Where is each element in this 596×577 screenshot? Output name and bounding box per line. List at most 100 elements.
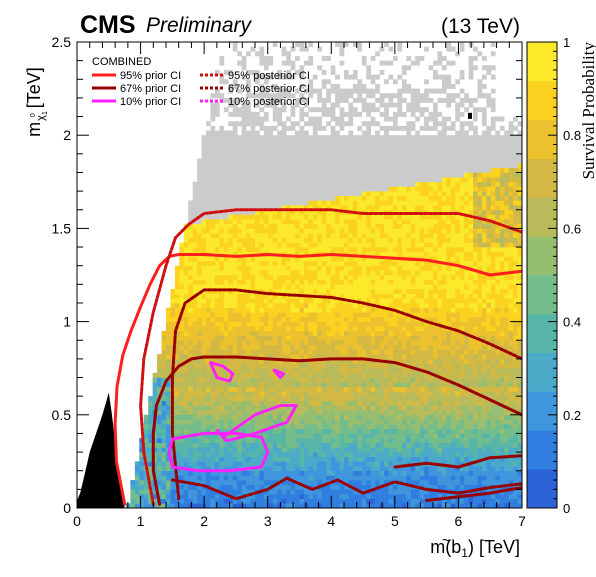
heatmap-cell [397, 302, 403, 308]
heatmap-cell-grey [281, 167, 287, 173]
heatmap-cell [317, 321, 323, 327]
heatmap-cell [197, 340, 202, 346]
heatmap-cell [321, 363, 327, 369]
heatmap-cell-grey [232, 102, 238, 108]
heatmap-cell-grey [330, 111, 336, 117]
heatmap-cell [188, 494, 193, 499]
heatmap-cell [241, 279, 247, 285]
heatmap-cell-grey [295, 102, 300, 108]
heatmap-cell-grey [317, 139, 323, 145]
heatmap-cell [268, 247, 274, 252]
heatmap-cell-grey [272, 186, 278, 192]
heatmap-cell-grey [397, 93, 403, 99]
heatmap-cell [366, 275, 371, 280]
heatmap-cell [299, 428, 305, 434]
heatmap-cell [366, 461, 371, 467]
heatmap-cell [401, 396, 407, 402]
heatmap-cell-grey [232, 186, 238, 192]
heatmap-cell [206, 456, 211, 462]
heatmap-cell [348, 452, 354, 458]
heatmap-cell [344, 410, 349, 416]
heatmap-cell [308, 265, 314, 271]
heatmap-cell-grey [335, 167, 340, 173]
heatmap-cell [188, 442, 193, 448]
heatmap-cell [379, 321, 385, 327]
heatmap-cell [366, 256, 371, 262]
heatmap-cell-grey [375, 139, 380, 145]
heatmap-cell [375, 424, 380, 430]
heatmap-cell-grey [321, 186, 327, 192]
heatmap-cell [335, 293, 340, 299]
heatmap-cell [166, 466, 171, 472]
heatmap-cell [237, 316, 242, 322]
heatmap-cell [361, 405, 367, 411]
heatmap-cell [286, 302, 291, 308]
heatmap-cell [214, 480, 220, 485]
heatmap-cell [361, 237, 367, 243]
heatmap-cell [166, 363, 171, 369]
heatmap-cell [295, 330, 300, 336]
heatmap-cell [192, 270, 198, 276]
heatmap-cell [303, 442, 309, 448]
heatmap-cell-grey [241, 130, 247, 136]
heatmap-cell [401, 344, 407, 350]
heatmap-cell [308, 344, 314, 350]
heatmap-cell [401, 298, 407, 304]
heatmap-cell [415, 503, 420, 508]
heatmap-cell [206, 414, 211, 420]
heatmap-cell [348, 442, 354, 448]
heatmap-cell-grey [326, 186, 331, 192]
heatmap-cell [281, 321, 287, 327]
heatmap-cell [317, 316, 323, 322]
heatmap-cell-grey [317, 93, 323, 99]
heatmap-cell [206, 438, 211, 444]
heatmap-cell [174, 284, 180, 290]
heatmap-cell-grey [352, 83, 358, 89]
heatmap-cell-grey [370, 158, 376, 164]
heatmap-cell-grey [397, 144, 403, 150]
heatmap-cell [170, 484, 176, 490]
heatmap-cell [295, 237, 300, 243]
heatmap-cell [201, 344, 207, 350]
heatmap-cell-grey [303, 200, 309, 206]
heatmap-cell [214, 335, 220, 341]
heatmap-cell [263, 242, 269, 248]
heatmap-cell-grey [348, 186, 354, 192]
heatmap-cell [339, 396, 345, 402]
heatmap-cell [401, 335, 407, 341]
heatmap-cell [375, 265, 380, 271]
heatmap-cell [388, 219, 394, 225]
heatmap-cell [152, 452, 158, 458]
heatmap-cell [330, 298, 336, 304]
heatmap-cell [263, 433, 269, 439]
heatmap-cell [272, 456, 278, 462]
heatmap-cell [330, 466, 336, 472]
heatmap-cell [281, 391, 287, 397]
heatmap-cell-grey [219, 205, 225, 211]
heatmap-cell [330, 214, 336, 220]
heatmap-cell [161, 335, 167, 341]
heatmap-cell-grey [263, 167, 269, 173]
heatmap-cell [272, 452, 278, 458]
heatmap-cell [259, 340, 265, 346]
heatmap-cell [174, 316, 180, 322]
heatmap-cell [397, 419, 403, 425]
heatmap-cell [326, 354, 331, 360]
heatmap-cell [397, 344, 403, 350]
heatmap-cell [174, 433, 180, 439]
heatmap-cell [379, 489, 385, 495]
heatmap-cell [188, 349, 193, 355]
heatmap-cell [268, 368, 274, 374]
heatmap-cell [206, 498, 211, 504]
heatmap-cell [219, 414, 225, 420]
heatmap-cell [295, 349, 300, 355]
heatmap-cell [286, 237, 291, 243]
heatmap-cell-grey [335, 83, 340, 89]
heatmap-cell [223, 475, 229, 481]
heatmap-cell [317, 358, 323, 364]
heatmap-cell-grey [299, 149, 305, 155]
heatmap-cell [228, 256, 234, 262]
heatmap-cell [330, 349, 336, 355]
heatmap-cell-grey [321, 167, 327, 173]
